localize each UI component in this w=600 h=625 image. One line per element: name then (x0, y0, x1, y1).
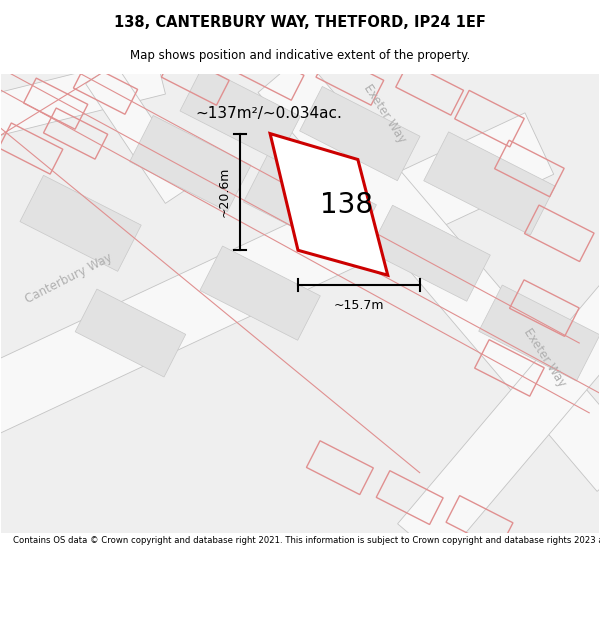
Polygon shape (258, 55, 600, 491)
Polygon shape (86, 64, 195, 203)
Text: 138: 138 (320, 191, 373, 219)
Polygon shape (20, 176, 141, 271)
Polygon shape (130, 116, 251, 211)
Text: ~15.7m: ~15.7m (334, 299, 384, 312)
Polygon shape (180, 66, 301, 161)
Polygon shape (398, 264, 600, 561)
Text: 138, CANTERBURY WAY, THETFORD, IP24 1EF: 138, CANTERBURY WAY, THETFORD, IP24 1EF (114, 14, 486, 29)
Polygon shape (75, 289, 186, 377)
Polygon shape (299, 86, 420, 181)
Text: ~137m²/~0.034ac.: ~137m²/~0.034ac. (195, 106, 342, 121)
Text: Canterbury Way: Canterbury Way (23, 251, 114, 306)
Polygon shape (424, 132, 555, 235)
Polygon shape (369, 205, 490, 301)
Polygon shape (479, 285, 600, 381)
Text: ~20.6m: ~20.6m (217, 167, 230, 217)
Text: Exeter Way: Exeter Way (521, 326, 568, 389)
Polygon shape (0, 53, 166, 144)
Text: Map shows position and indicative extent of the property.: Map shows position and indicative extent… (130, 49, 470, 62)
Polygon shape (244, 151, 376, 256)
Polygon shape (200, 246, 320, 340)
Text: Exeter Way: Exeter Way (361, 82, 409, 146)
Polygon shape (270, 134, 388, 275)
Text: Contains OS data © Crown copyright and database right 2021. This information is : Contains OS data © Crown copyright and d… (13, 536, 600, 545)
Polygon shape (0, 113, 554, 464)
